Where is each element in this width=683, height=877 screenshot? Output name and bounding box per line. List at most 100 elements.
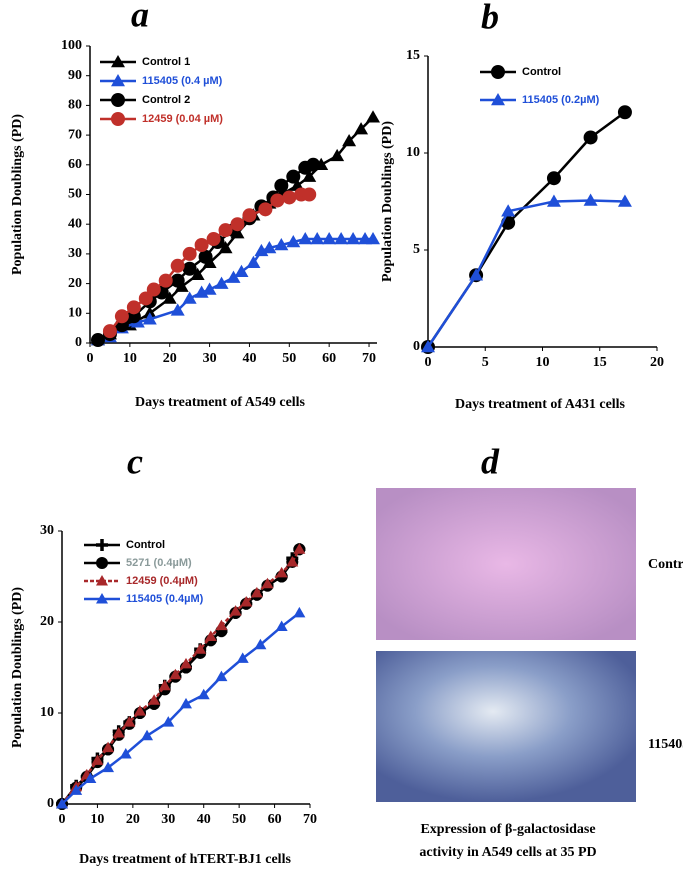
data-point — [501, 204, 516, 217]
data-point — [182, 246, 197, 261]
data-point — [182, 261, 197, 276]
data-point — [258, 202, 273, 217]
data-point — [70, 784, 83, 795]
y-tick-label: 30 — [40, 523, 54, 538]
data-point — [275, 566, 288, 578]
legend-label: Control — [126, 539, 165, 551]
data-point — [215, 619, 228, 631]
legend-label: Control 2 — [142, 94, 190, 106]
data-point — [330, 148, 345, 162]
data-point — [302, 169, 317, 182]
legend-label: 115405 (0.2µM) — [522, 94, 600, 106]
y-tick-label: 30 — [68, 246, 82, 261]
series-line — [426, 199, 625, 348]
x-tick-label: 0 — [425, 355, 432, 370]
data-point — [546, 171, 561, 186]
legend-marker — [96, 557, 108, 569]
data-point — [141, 729, 154, 741]
data-point — [170, 303, 185, 316]
y-tick-label: 10 — [40, 705, 54, 720]
caption: Expression of β-galactosidase — [420, 822, 595, 837]
data-point — [180, 657, 192, 669]
y-tick-label: 90 — [68, 68, 82, 83]
data-point — [354, 122, 369, 135]
data-point — [158, 273, 173, 288]
data-point — [242, 208, 257, 223]
y-tick-label: 60 — [68, 157, 82, 172]
data-point — [102, 324, 117, 339]
legend-marker — [111, 55, 125, 68]
data-point — [102, 741, 115, 753]
x-tick-label: 20 — [650, 355, 664, 370]
data-point — [206, 232, 221, 247]
x-tick-label: 15 — [593, 355, 607, 370]
x-tick-label: 5 — [482, 355, 489, 370]
data-point — [112, 727, 125, 738]
x-tick-label: 70 — [303, 812, 317, 827]
legend-label: 115405 (0.4 µM) — [142, 75, 223, 87]
data-point — [133, 705, 146, 716]
x-tick-label: 60 — [322, 351, 336, 366]
series-line — [426, 111, 626, 348]
data-point — [218, 223, 233, 238]
y-tick-label: 10 — [406, 145, 420, 160]
y-tick-label: 0 — [75, 335, 82, 350]
data-point — [102, 761, 115, 773]
legend-label: Control 1 — [142, 56, 190, 68]
data-point — [162, 716, 175, 727]
x-tick-label: 40 — [242, 351, 256, 366]
data-point — [84, 772, 97, 784]
data-point — [250, 586, 263, 598]
data-point — [293, 606, 306, 618]
data-point — [119, 747, 132, 759]
panel-label: c — [127, 441, 143, 481]
x-axis-label: Days treatment of hTERT-BJ1 cells — [79, 852, 291, 867]
data-point — [322, 232, 337, 245]
x-tick-label: 10 — [90, 812, 104, 827]
data-point — [306, 157, 321, 172]
legend-marker — [96, 593, 108, 604]
data-point — [342, 134, 357, 147]
data-point — [194, 237, 209, 252]
legend-label: 5271 (0.4µM) — [126, 557, 192, 569]
y-tick-label: 20 — [40, 614, 54, 629]
data-point — [246, 255, 261, 269]
panel-label: d — [481, 441, 500, 481]
x-tick-label: 30 — [203, 351, 217, 366]
data-point — [126, 300, 141, 315]
data-point — [91, 754, 104, 765]
data-point — [286, 555, 299, 567]
y-tick-label: 20 — [68, 276, 82, 291]
data-point — [182, 291, 197, 304]
data-point — [198, 249, 213, 264]
series-line — [61, 548, 301, 805]
image-label: Control — [648, 557, 683, 572]
data-point — [197, 688, 210, 700]
x-tick-label: 20 — [126, 812, 140, 827]
x-axis-label: Days treatment of A431 cells — [455, 397, 626, 412]
data-point — [142, 312, 157, 325]
y-axis-label: Population Doublings (PD) — [380, 121, 395, 282]
x-tick-label: 50 — [232, 812, 246, 827]
x-tick-label: 50 — [282, 351, 296, 366]
data-point — [346, 232, 361, 245]
data-point — [310, 232, 325, 245]
y-tick-label: 100 — [61, 38, 82, 53]
data-point — [170, 258, 185, 273]
y-tick-label: 5 — [413, 242, 420, 257]
data-point — [169, 668, 182, 680]
data-point — [190, 267, 205, 280]
data-point — [261, 577, 274, 589]
data-point — [229, 605, 242, 616]
data-point — [270, 193, 285, 208]
y-tick-label: 70 — [68, 127, 82, 142]
micrograph — [376, 651, 636, 802]
y-tick-label: 0 — [47, 796, 54, 811]
series-line — [61, 611, 301, 805]
panel-label: b — [481, 0, 499, 36]
legend-marker — [111, 93, 125, 107]
legend-marker — [96, 539, 108, 551]
data-point — [469, 268, 484, 281]
data-point — [214, 276, 229, 289]
